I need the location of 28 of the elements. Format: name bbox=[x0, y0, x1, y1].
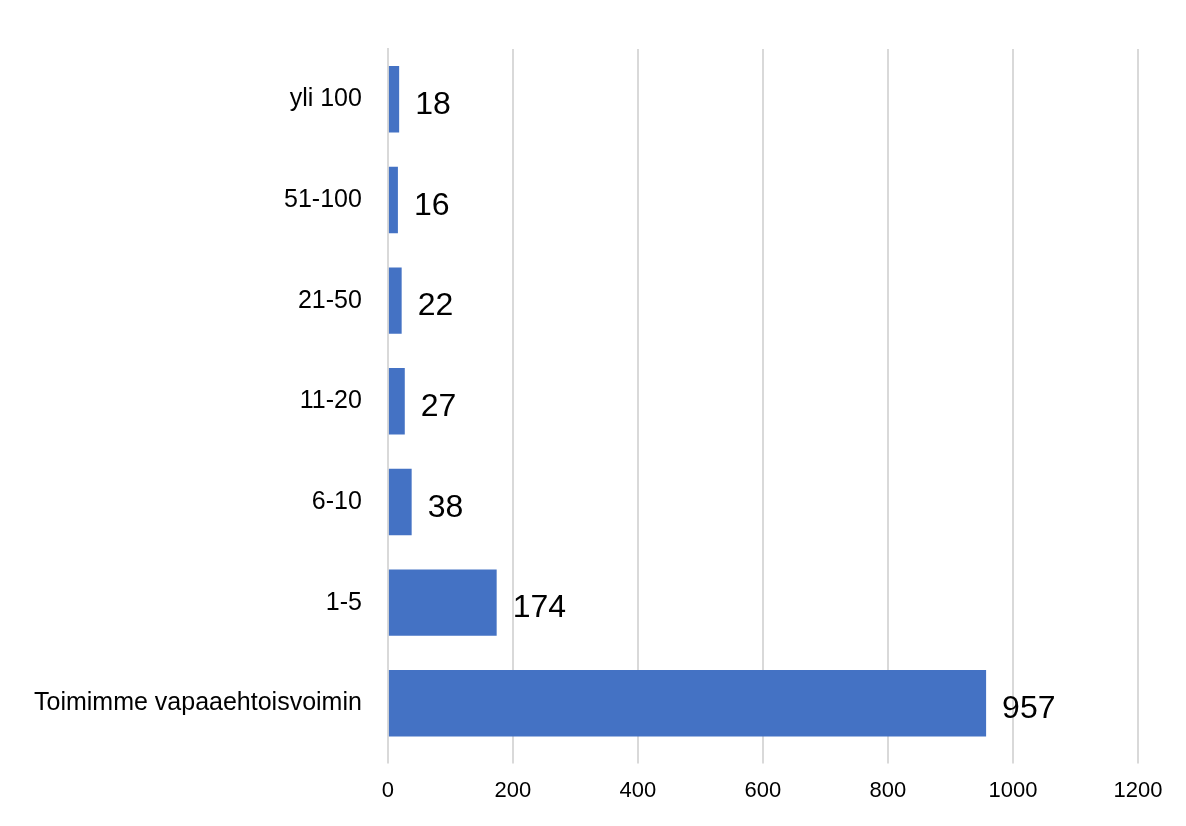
bar bbox=[388, 569, 497, 636]
x-tick-label: 600 bbox=[744, 776, 782, 802]
data-label: 957 bbox=[1002, 689, 1056, 726]
y-tick-label: Toimimme vapaaehtoisvoimin bbox=[34, 687, 362, 716]
data-label: 16 bbox=[413, 185, 450, 222]
bar bbox=[388, 368, 405, 435]
x-tick-label: 1000 bbox=[988, 776, 1038, 802]
y-tick-label: 11-20 bbox=[299, 385, 362, 414]
x-tick-label: 200 bbox=[494, 776, 532, 802]
data-label: 38 bbox=[427, 487, 464, 524]
bar bbox=[388, 468, 412, 536]
x-tick-label: 400 bbox=[619, 776, 657, 802]
data-label: 27 bbox=[420, 387, 457, 424]
y-tick-label: 6-10 bbox=[311, 485, 362, 514]
y-tick-label: yli 100 bbox=[289, 83, 362, 112]
bar bbox=[388, 166, 398, 234]
x-tick-label: 0 bbox=[381, 776, 395, 802]
y-tick-label: 21-50 bbox=[297, 284, 362, 313]
x-tick-label: 800 bbox=[869, 776, 907, 802]
data-label: 174 bbox=[512, 588, 567, 625]
bar bbox=[388, 670, 987, 737]
data-label: 18 bbox=[415, 85, 451, 122]
y-tick-label: 1-5 bbox=[325, 586, 362, 615]
y-tick-label: 51-100 bbox=[284, 183, 362, 212]
data-label: 22 bbox=[417, 286, 454, 323]
x-tick-label: 1200 bbox=[1113, 776, 1163, 802]
bar bbox=[388, 66, 400, 133]
bar bbox=[388, 267, 402, 334]
